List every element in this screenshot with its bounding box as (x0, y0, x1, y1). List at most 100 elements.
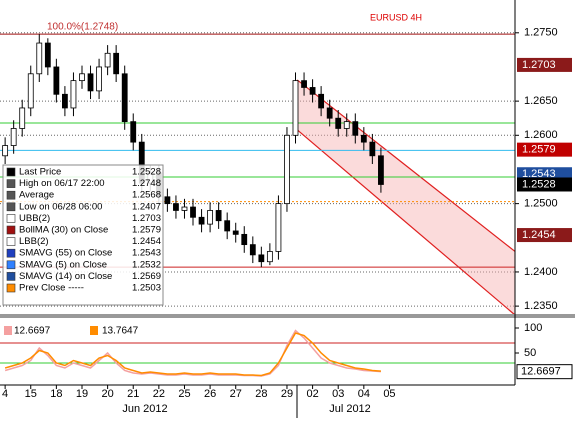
candle-body (181, 206, 188, 211)
indicator-area (4, 329, 381, 377)
month-label: Jul 2012 (329, 403, 371, 415)
x-tick-label: 03 (332, 388, 344, 400)
candle-body (352, 121, 359, 136)
candle-body (173, 203, 179, 211)
legend-value: 1.2503 (132, 283, 161, 294)
x-tick-label: 21 (127, 388, 139, 400)
regression-channel (297, 79, 515, 315)
candle-body (215, 210, 222, 222)
legend-swatch (90, 326, 98, 335)
legend-label: UBB(2) (19, 213, 50, 224)
legend-swatch (6, 167, 16, 177)
x-tick-label: 4 (2, 388, 8, 400)
x-tick-label: 27 (230, 388, 242, 400)
x-tick-label: 05 (383, 388, 395, 400)
candle-body (207, 210, 213, 225)
y-tick-label: 1.2650 (524, 95, 558, 107)
legend-value: 1.2569 (132, 271, 161, 282)
legend-value: 12.6697 (14, 326, 51, 337)
candle-body (130, 121, 137, 143)
candle-body (44, 42, 51, 68)
price-tag-label: 1.2543 (522, 168, 556, 180)
legend-value: 13.7647 (102, 326, 139, 337)
y-tick-label: 1.2750 (524, 27, 558, 39)
y-tick-label: 50 (524, 347, 536, 359)
candle-body (318, 93, 325, 109)
y-tick-label: 100 (524, 322, 542, 334)
y-tick-label: 1.2500 (524, 198, 558, 210)
candle-body (104, 52, 111, 68)
price-tag (517, 177, 572, 192)
candle-body (62, 93, 68, 109)
x-tick-label: 19 (76, 388, 88, 400)
candle-body (266, 251, 273, 263)
legend-swatch (6, 248, 16, 258)
fib-annotation: 100.0%(1.2748) (47, 22, 118, 33)
candle-body (121, 73, 128, 123)
candle-body (79, 73, 85, 82)
legend-label: SMAVG (14) on Close (19, 271, 112, 282)
legend-label: High on 06/17 22:00 (19, 178, 105, 189)
legend-swatch (6, 283, 16, 293)
legend-swatch (6, 237, 16, 246)
legend-swatch (6, 190, 16, 200)
candle-body (36, 42, 43, 75)
candle-body (198, 216, 205, 225)
candle-body (2, 145, 9, 157)
candle-body (232, 230, 239, 235)
candle-body (70, 80, 77, 109)
x-tick-label: 25 (178, 388, 190, 400)
legend-label: Last Price (19, 167, 61, 178)
value-tag (516, 364, 573, 380)
candle-body (53, 66, 60, 95)
candle-body (249, 244, 256, 256)
price-tag-label: 1.2579 (522, 144, 556, 156)
overlay: 4 15 18 19 20 21 22 25 26 27 28 29 02 03 04 051.27031.2… (2, 57, 572, 400)
x-tick-label: 18 (50, 388, 62, 400)
candle-body (224, 220, 231, 232)
legend-swatch (6, 202, 16, 212)
x-tick-label: 28 (255, 388, 267, 400)
candle-body (164, 196, 171, 205)
indicator-line (4, 332, 381, 377)
month-label: Jun 2012 (122, 403, 167, 415)
candle-body (258, 254, 265, 263)
candle-body (309, 87, 316, 95)
value-tag-label: 12.6697 (521, 366, 561, 378)
candle-body (241, 233, 248, 246)
legend-swatch (6, 179, 16, 188)
price-tag-label: 1.2528 (522, 178, 556, 190)
price-panel: 1.2350 1.2400 1.2500 1.2600 1.2650 1.2750 (0, 27, 558, 316)
candle-body (343, 121, 350, 129)
candle-body (27, 73, 34, 109)
legend-label: LBB(2) (19, 236, 49, 247)
x-tick-label: 15 (25, 388, 37, 400)
legend-swatch (6, 260, 16, 270)
legend-value: 1.2579 (132, 225, 161, 236)
y-tick-label: 1.2600 (524, 129, 558, 141)
legend-label: Average (19, 190, 54, 201)
legend-value: 1.2568 (132, 190, 161, 201)
price-tag-label: 1.2703 (522, 59, 556, 71)
price-tag (517, 57, 572, 72)
candle-body (275, 203, 282, 252)
price-tag-label: 1.2454 (522, 229, 556, 241)
chart-title: EURUSD 4H (370, 12, 422, 22)
indicator-panel: 100 50 12.6697 13.7647 12.6697 (0, 322, 573, 380)
legend-value: 1.2543 (132, 248, 161, 259)
channel-line (296, 129, 516, 316)
legend-value: 1.2454 (132, 236, 161, 247)
legend-box (2, 164, 164, 306)
legend-value: 1.2532 (132, 259, 161, 270)
candle-body (360, 134, 367, 143)
x-tick-label: 04 (358, 388, 370, 400)
candle-body (190, 206, 196, 218)
price-tag (517, 228, 572, 243)
legend-swatch (6, 225, 16, 235)
candle-body (113, 52, 120, 75)
panel-separator (0, 314, 575, 318)
candle-body (301, 80, 307, 88)
x-tick-label: 26 (204, 388, 216, 400)
legend-value: 1.2528 (132, 167, 161, 178)
candle-body (369, 141, 376, 157)
